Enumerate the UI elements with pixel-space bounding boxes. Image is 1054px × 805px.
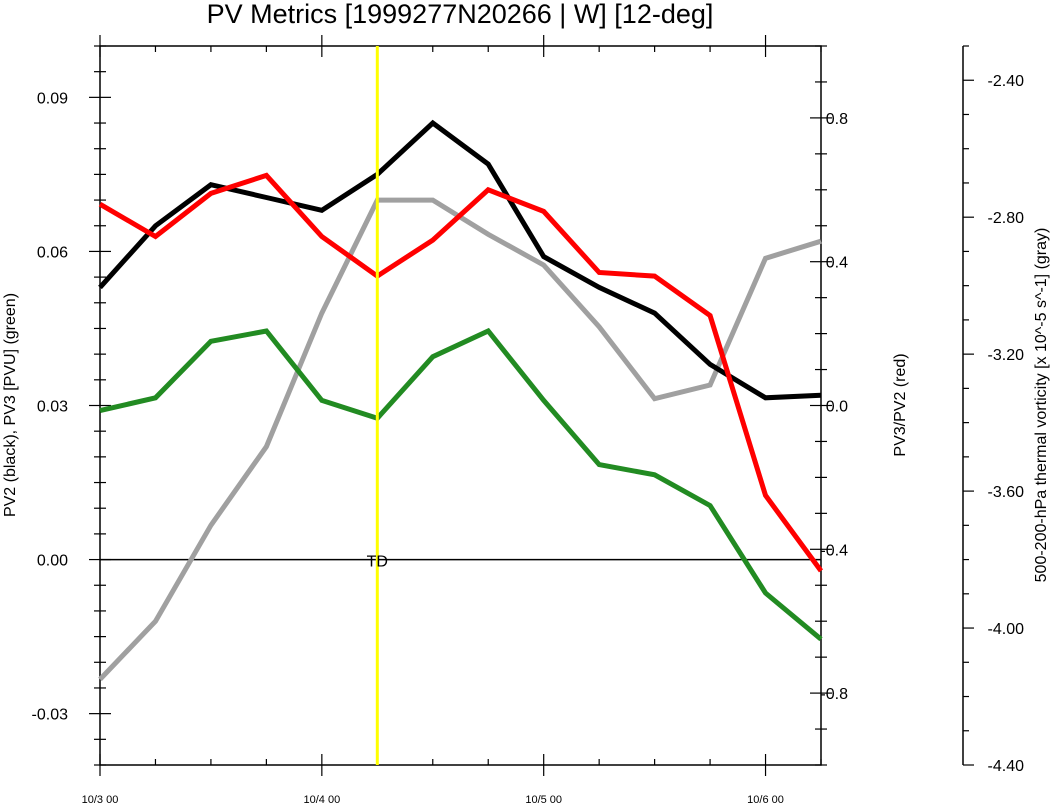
right-axis-label: PV3/PV2 (red) [892, 353, 909, 456]
series-layer [98, 119, 824, 682]
far-right-axis-label: 500-200-hPa thermal vorticity [x 10^-5 s… [1033, 228, 1050, 583]
right-tick-label: -0.4 [820, 542, 848, 559]
x-axis: 10/3 00 10/4 00 10/5 00 10/6 00 [82, 35, 822, 805]
plot-frame [99, 45, 822, 766]
right-tick-label: 0.4 [826, 255, 848, 272]
series-line-pv3 [99, 327, 823, 642]
far-right-tick-label: -4.40 [988, 758, 1025, 775]
series-line-pv3-pv2 [98, 172, 824, 573]
right-axis: -0.8 -0.4 0.0 0.4 0.8 [810, 45, 848, 766]
far-right-tick-label: -2.80 [988, 210, 1025, 227]
chart-title: PV Metrics [1999277N20266 | W] [12-deg] [207, 0, 714, 29]
x-tick-label: 10/6 00 [747, 794, 784, 805]
right-tick-label: -0.8 [820, 686, 848, 703]
far-right-tick-label: -3.20 [988, 347, 1025, 364]
far-right-axis: -4.40 -4.00 -3.60 -3.20 -2.80 -2.40 [962, 45, 1025, 775]
left-tick-label: -0.03 [32, 707, 69, 724]
left-tick-label: 0.03 [37, 399, 68, 416]
far-right-tick-label: -2.40 [988, 73, 1025, 90]
left-tick-label: 0.09 [37, 90, 68, 107]
left-tick-label: 0.00 [37, 553, 68, 570]
far-right-tick-label: -3.60 [988, 484, 1025, 501]
series-line-thermal-vorticity [98, 197, 822, 682]
left-axis-label: PV2 (black), PV3 [PVU] (green) [2, 293, 19, 517]
far-right-tick-label: -4.00 [988, 621, 1025, 638]
x-tick-label: 10/5 00 [525, 794, 562, 805]
x-tick-label: 10/3 00 [82, 794, 119, 805]
right-tick-label: 0.8 [826, 111, 848, 128]
x-tick-label: 10/4 00 [303, 794, 340, 805]
series-line-pv2 [98, 119, 822, 401]
right-tick-label: 0.0 [826, 399, 848, 416]
left-axis: -0.03 0.00 0.03 0.06 0.09 [32, 45, 111, 766]
td-marker-label: TD [367, 554, 388, 571]
left-tick-label: 0.06 [37, 244, 68, 261]
